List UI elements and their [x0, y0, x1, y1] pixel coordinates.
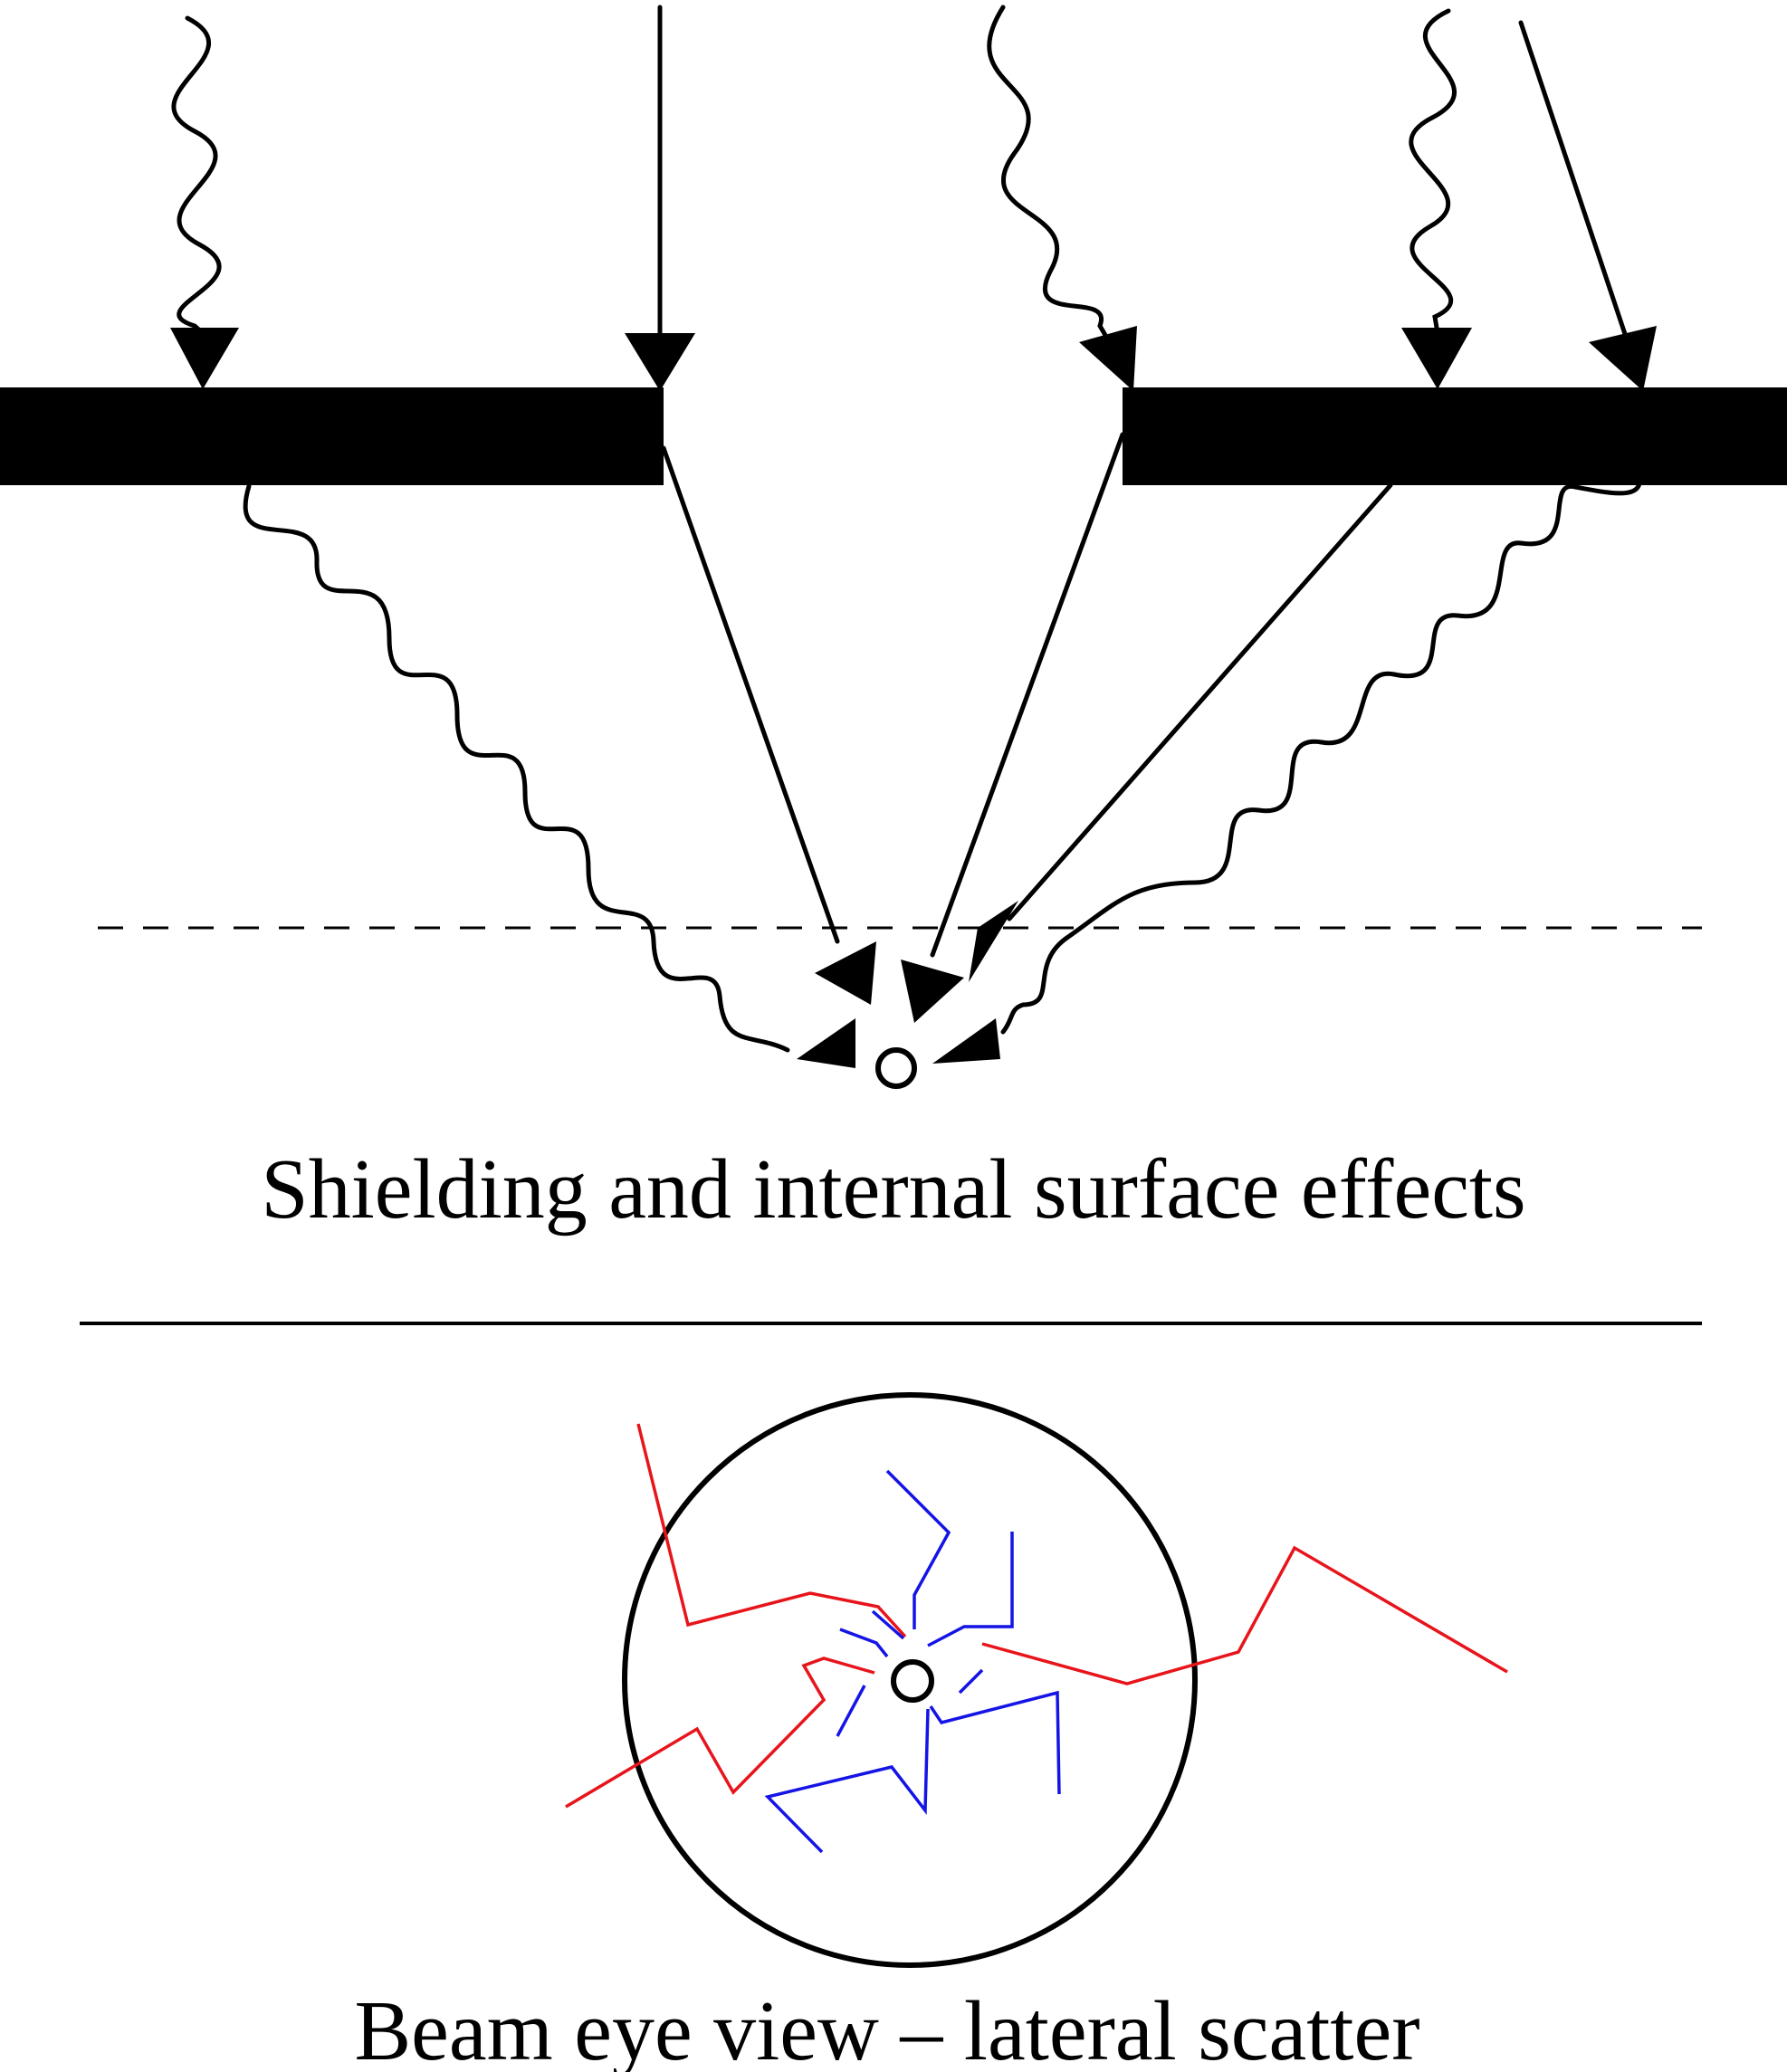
scatter-track-blue-3 — [871, 1609, 905, 1640]
shield-block-right — [1123, 387, 1787, 485]
scatter-track-blue-7 — [929, 1690, 1061, 1795]
caption-beam-eye-view: Beam eye view – lateral scatter — [354, 1984, 1419, 2072]
scatter-track-blue-1 — [885, 1469, 951, 1629]
shielding-panel — [0, 5, 1787, 1089]
shield-block-left — [0, 387, 664, 485]
lateral-scatter-tracks-red — [565, 1423, 1508, 1809]
incoming-straight-arrow-2 — [1518, 20, 1630, 345]
incoming-radiation — [171, 5, 1630, 345]
scatter-track-blue-4 — [839, 1628, 889, 1658]
scatter-track-red-1 — [636, 1423, 907, 1638]
incoming-wavy-arrow-2 — [987, 5, 1109, 339]
scatter-track-red-2 — [981, 1545, 1508, 1685]
arrowhead-scatter-straight-left — [815, 941, 876, 1005]
scatter-track-blue-6 — [836, 1685, 866, 1737]
scatter-track-blue-5 — [958, 1668, 984, 1695]
arrowhead-incoming-5 — [1589, 326, 1657, 391]
arrowhead-scatter-wavy-right — [932, 1018, 1000, 1064]
arrowhead-incoming-3 — [1079, 326, 1137, 391]
arrowhead-incoming-4 — [1401, 328, 1472, 389]
scatter-track-red-3 — [565, 1657, 875, 1809]
beam-center-point — [891, 1659, 934, 1703]
scattered-radiation — [243, 432, 1643, 1053]
scatter-wavy-right — [1000, 468, 1643, 1035]
scatter-track-blue-8 — [764, 1708, 930, 1854]
scatter-wavy-left — [243, 483, 790, 1053]
arrowhead-incoming-1 — [170, 328, 239, 389]
arrowhead-scatter-straight-center — [901, 960, 964, 1023]
scatter-straight-center — [930, 432, 1125, 958]
scatter-straight-right — [1007, 482, 1393, 921]
incoming-wavy-arrow-3 — [1409, 8, 1457, 336]
arrowheads — [170, 326, 1657, 1068]
beam-field-circle — [622, 1392, 1198, 1968]
target-point — [875, 1047, 917, 1089]
arrowhead-scatter-wavy-left — [797, 1018, 855, 1068]
incoming-wavy-arrow-1 — [171, 15, 222, 336]
lateral-scatter-tracks-blue — [764, 1469, 1061, 1854]
beam-eye-view-panel — [565, 1392, 1508, 1968]
arrowhead-scatter-straight-right — [969, 901, 1018, 982]
arrowhead-incoming-2 — [625, 333, 695, 391]
scatter-straight-left — [661, 445, 840, 944]
caption-shielding: Shielding and internal surface effects — [261, 1142, 1525, 1237]
scatter-track-blue-2 — [927, 1532, 1014, 1647]
